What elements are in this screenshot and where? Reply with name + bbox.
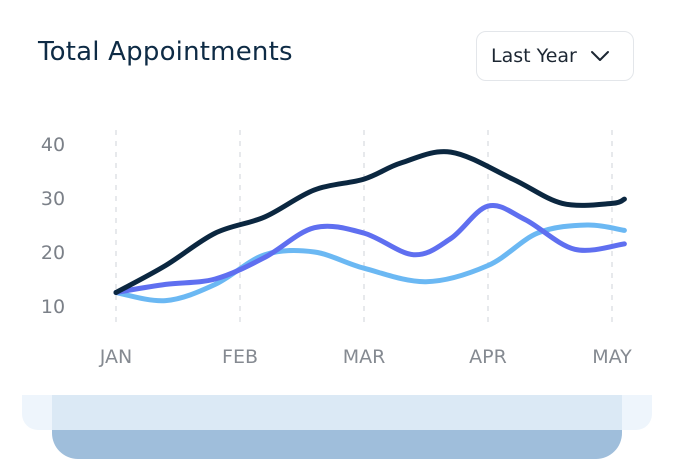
chart-series xyxy=(113,149,627,304)
chart-title: Total Appointments xyxy=(38,37,293,67)
series-line-indigo xyxy=(113,202,627,295)
x-tick-label: JAN xyxy=(99,346,132,368)
chevron-down-icon xyxy=(589,49,611,63)
x-tick-label: APR xyxy=(469,346,507,368)
period-dropdown[interactable]: Last Year xyxy=(476,31,634,81)
y-tick-label: 30 xyxy=(41,188,65,210)
y-tick-label: 40 xyxy=(41,134,65,156)
period-dropdown-label: Last Year xyxy=(491,45,577,67)
line-chart: 10 20 30 40 JAN FEB MAR APR MAY xyxy=(41,130,632,368)
x-axis: JAN FEB MAR APR MAY xyxy=(99,346,632,368)
y-axis: 10 20 30 40 xyxy=(41,134,65,318)
x-tick-label: MAR xyxy=(343,346,386,368)
x-tick-label: MAY xyxy=(592,346,632,368)
y-tick-label: 10 xyxy=(41,296,65,318)
series-line-dark xyxy=(113,149,627,295)
series-line-sky xyxy=(113,222,627,304)
chart-card: Total Appointments Last Year 10 20 30 40 JA… xyxy=(38,31,634,368)
stacked-card-middle-highlight xyxy=(52,392,622,430)
y-tick-label: 20 xyxy=(41,242,65,264)
x-tick-label: FEB xyxy=(222,346,258,368)
